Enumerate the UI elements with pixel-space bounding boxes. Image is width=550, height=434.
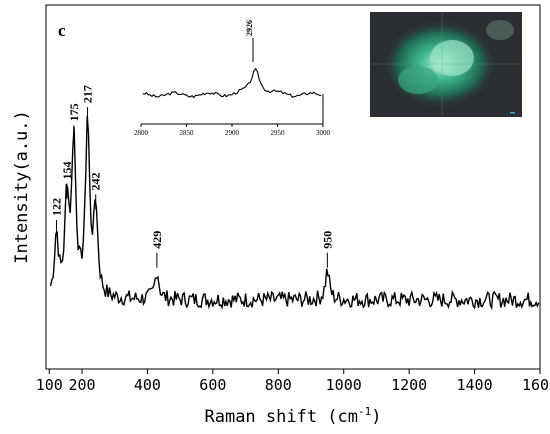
peak-label: 154 [60, 162, 74, 180]
x-axis-label: Raman shift (cm-1) [204, 405, 381, 427]
x-tick-label: 1000 [326, 376, 362, 394]
panel-label: c [58, 21, 66, 40]
peak-label: 122 [49, 198, 63, 216]
spectrum-line [49, 115, 540, 311]
peak-label: 429 [150, 231, 164, 249]
y-axis-label: Intensity(a.u.) [12, 110, 32, 264]
inset-tick-label: 3000 [316, 129, 331, 137]
x-tick-label: 600 [199, 376, 226, 394]
x-tick-label: 800 [265, 376, 292, 394]
inset-spectrum: 2800 2850 2900 2950 3000 2926 [134, 20, 331, 137]
inset-spectrum-line [142, 67, 322, 99]
x-axis-label-close: ) [371, 407, 381, 427]
x-axis-label-superscript: -1 [358, 405, 371, 418]
x-tick-label: 1600 [522, 376, 550, 394]
inset-x-ticks [140, 124, 324, 127]
peak-label: 175 [67, 103, 81, 121]
peak-label: 950 [320, 231, 334, 249]
x-axis-ticks [48, 369, 541, 374]
inset-tick-label: 2850 [180, 129, 195, 137]
peak-label: 217 [81, 85, 95, 103]
inset-tick-label: 2950 [271, 129, 286, 137]
main-plot-frame [45, 4, 541, 370]
peak-label: 242 [89, 172, 103, 190]
x-tick-label: 1400 [457, 376, 493, 394]
x-axis-tick-labels: 100 200 400 600 800 1000 1200 1400 1600 [36, 376, 550, 394]
x-tick-label: 100 [36, 376, 63, 394]
inset-tick-labels: 2800 2850 2900 2950 3000 [134, 129, 331, 137]
x-tick-label: 200 [68, 376, 95, 394]
x-tick-label: 400 [134, 376, 161, 394]
inset-micrograph [370, 12, 522, 117]
inset-tick-label: 2800 [134, 129, 149, 137]
x-tick-label: 1200 [391, 376, 427, 394]
inset-peak-label: 2926 [245, 20, 254, 36]
inset-tick-label: 2900 [225, 129, 240, 137]
